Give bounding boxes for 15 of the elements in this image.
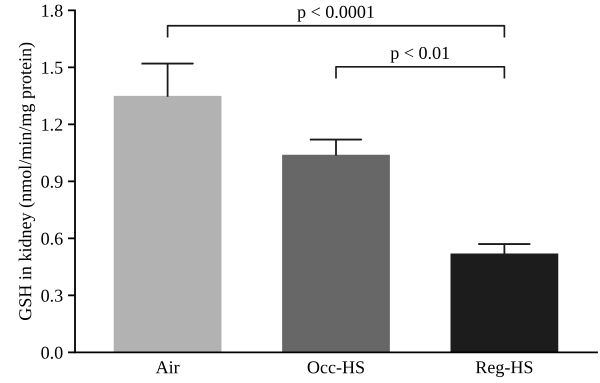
bar: [282, 154, 390, 352]
y-axis-title: GSH in kidney (nmol/min/mg protein): [18, 42, 36, 320]
x-tick-label: Air: [156, 361, 180, 374]
x-tick-label: Reg-HS: [476, 361, 532, 378]
y-tick-label: 0.9: [41, 176, 62, 188]
y-tick-label: 1.8: [42, 4, 63, 17]
y-tick-label: 0.3: [41, 290, 62, 302]
y-tick-label: 0.6: [41, 232, 63, 245]
y-tick-label: 0.0: [41, 346, 63, 359]
annotation: p < 0.0001: [297, 6, 374, 22]
x-tick-label: Occ-HS: [308, 361, 364, 374]
annotation: p < 0.01: [390, 46, 450, 63]
bar: [114, 96, 222, 352]
y-tick-label: 1.2: [42, 118, 62, 131]
y-tick-label: 1.5: [42, 62, 62, 74]
